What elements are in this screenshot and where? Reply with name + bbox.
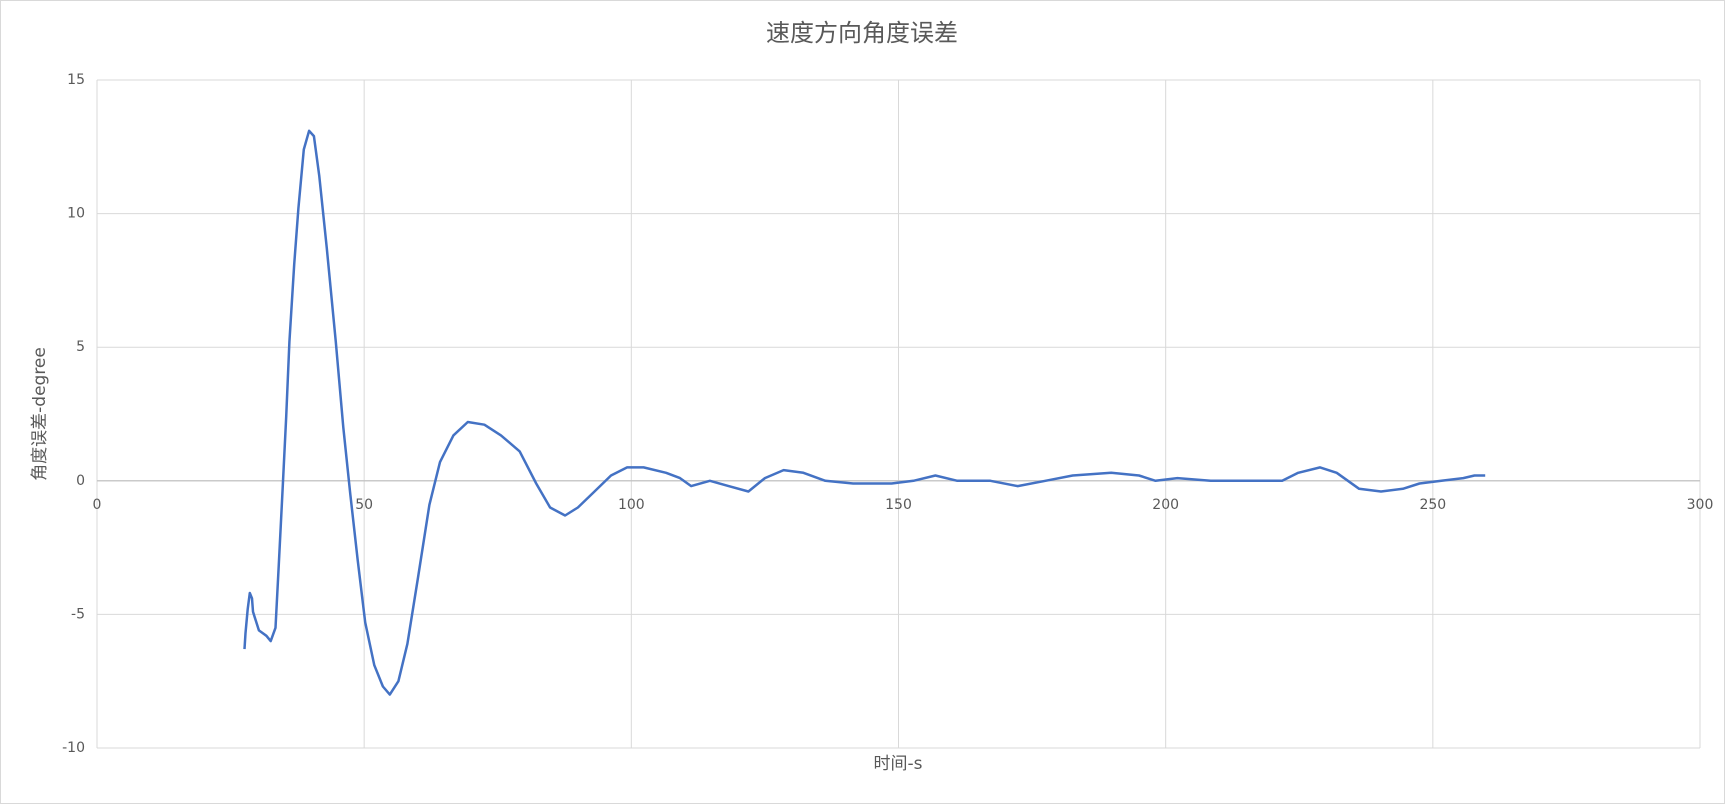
- chart-title: 速度方向角度误差: [766, 19, 958, 47]
- y-tick-label: 15: [67, 72, 85, 88]
- x-tick-label: 0: [93, 497, 102, 513]
- x-tick-label: 200: [1152, 497, 1179, 513]
- x-tick-label: 50: [355, 497, 373, 513]
- data-line: [243, 129, 1486, 696]
- x-axis-label: 时间-s: [874, 754, 923, 774]
- y-axis-label: 角度误差-degree: [30, 347, 50, 481]
- x-tick-label: 100: [618, 497, 645, 513]
- y-tick-label: 0: [76, 473, 85, 489]
- x-tick-label: 150: [885, 497, 912, 513]
- y-tick-label: 10: [67, 206, 85, 222]
- x-tick-label: 300: [1687, 497, 1714, 513]
- x-tick-label: 250: [1419, 497, 1446, 513]
- y-tick-label: 5: [76, 339, 85, 355]
- y-tick-label: -10: [62, 740, 85, 756]
- y-tick-label: -5: [71, 606, 85, 622]
